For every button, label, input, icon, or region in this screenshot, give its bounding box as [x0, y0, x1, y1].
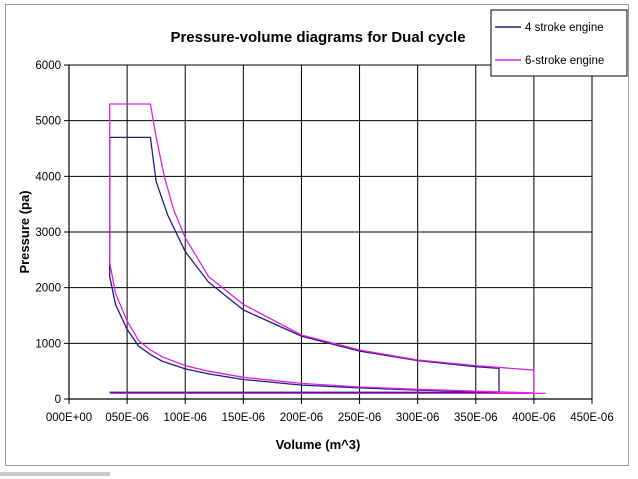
bottom-strip [0, 472, 110, 476]
x-tick-label: 300E-06 [396, 412, 439, 424]
x-tick-label: 050E-06 [105, 412, 148, 424]
y-tick-label: 0 [55, 394, 61, 406]
x-axis-title: Volume (m^3) [276, 437, 361, 452]
chart-frame: 0 1000 2000 3000 4000 5000 6000 000E+00 050E-06 1… [5, 4, 629, 466]
legend-box [490, 9, 628, 77]
y-tick-label: 1000 [35, 338, 61, 350]
pv-chart: 0 1000 2000 3000 4000 5000 6000 000E+00 050E-06 1… [17, 9, 628, 452]
x-tick-label: 350E-06 [454, 412, 497, 424]
x-tick-label: 100E-06 [163, 412, 206, 424]
x-tick-label: 400E-06 [512, 412, 555, 424]
y-tick-label: 6000 [35, 60, 61, 72]
y-tick-label: 2000 [35, 283, 61, 295]
x-tick-label: 250E-06 [338, 412, 381, 424]
y-tick-label: 3000 [35, 227, 61, 239]
x-tick-label: 000E+00 [46, 412, 92, 424]
x-tick-label: 450E-06 [570, 412, 613, 424]
x-tick-label: 200E-06 [280, 412, 323, 424]
y-tick-label: 4000 [35, 171, 61, 183]
chart-title: Pressure-volume diagrams for Dual cycle [170, 29, 465, 46]
series-line-2 [109, 103, 546, 395]
y-tick-label: 5000 [35, 116, 61, 128]
y-axis-title: Pressure (pa) [17, 190, 32, 273]
legend-label-1: 4 stroke engine [525, 22, 604, 34]
series-line-1 [109, 136, 500, 393]
x-tick-label: 150E-06 [222, 412, 265, 424]
legend-label-2: 6-stroke engine [525, 55, 604, 67]
